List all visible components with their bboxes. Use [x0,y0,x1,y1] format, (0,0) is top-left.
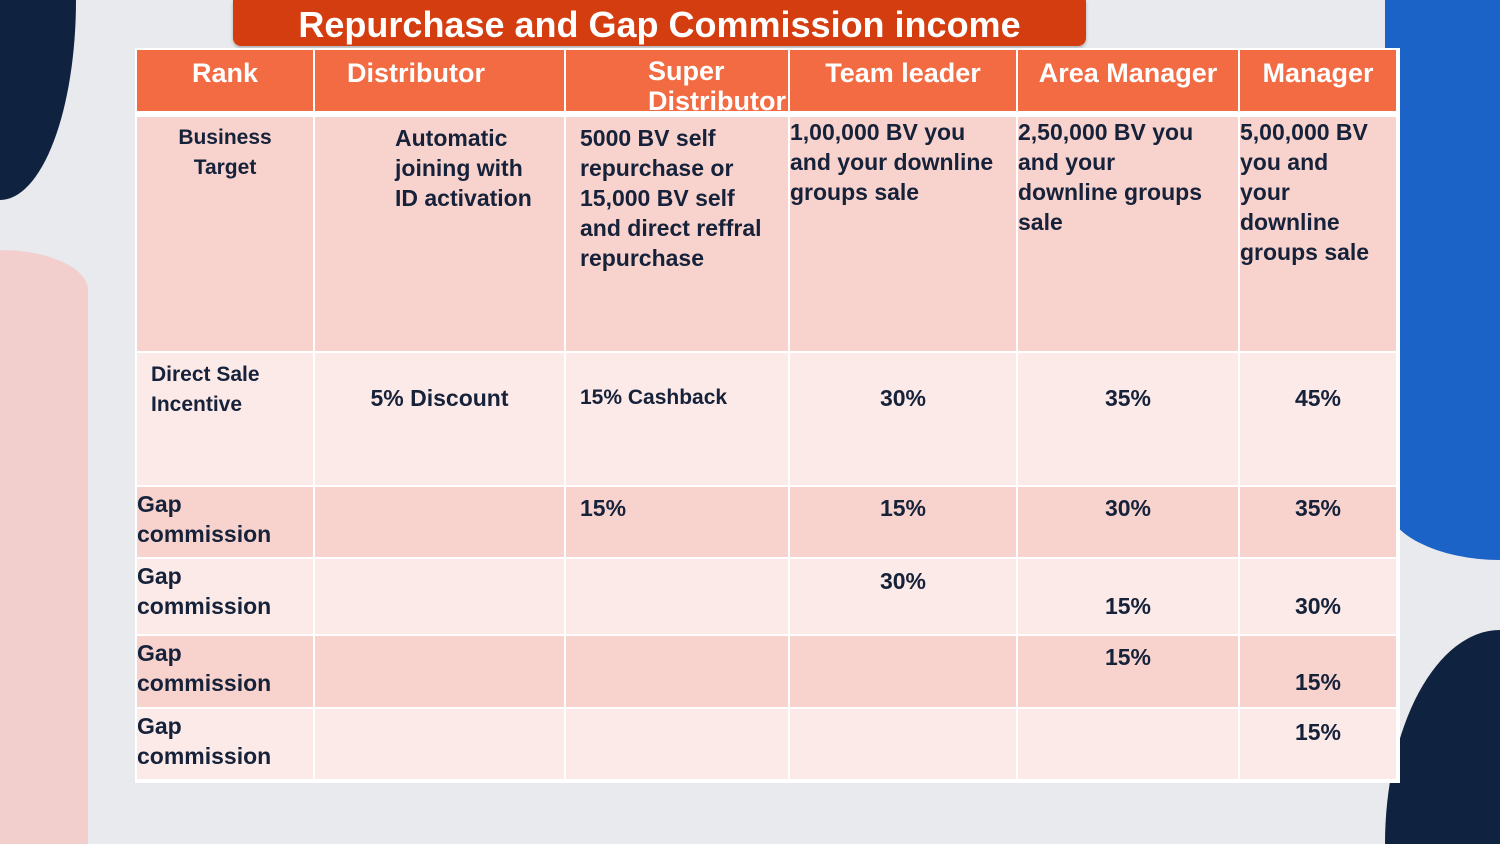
cell-distributor [315,487,564,557]
cell-team-leader: 30% [790,559,1016,634]
decorative-blue-shape [1385,0,1500,560]
cell-distributor [315,636,564,707]
decorative-navy-circle [0,0,76,200]
cell-super-distributor: 15% Cashback [566,353,788,485]
row-label: Gap commission [137,487,313,557]
cell-distributor [315,559,564,634]
cell-team-leader: 1,00,000 BV you and your downline groups… [790,117,1016,351]
cell-area-manager: 2,50,000 BV you and your downline groups… [1018,117,1238,351]
cell-distributor: 5% Discount [315,353,564,485]
row-label: Gap commission [137,559,313,634]
cell-team-leader [790,636,1016,707]
header-team-leader: Team leader [790,50,1016,111]
cell-distributor [315,709,564,779]
header-distributor: Distributor [315,50,564,111]
header-rank: Rank [137,50,313,111]
decorative-navy-circle-bottom [1385,630,1500,844]
row-label: Gap commission [137,709,313,779]
header-manager: Manager [1240,50,1396,111]
cell-team-leader [790,709,1016,779]
cell-manager: 15% [1240,636,1396,707]
cell-super-distributor [566,559,788,634]
cell-manager: 5,00,000 BV you and your downline groups… [1240,117,1396,351]
cell-super-distributor: 5000 BV self repurchase or 15,000 BV sel… [566,117,788,351]
slide-title: Repurchase and Gap Commission income [233,0,1086,46]
cell-area-manager: 15% [1018,636,1238,707]
cell-manager: 45% [1240,353,1396,485]
row-label: Gap commission [137,636,313,707]
cell-area-manager: 30% [1018,487,1238,557]
cell-area-manager [1018,709,1238,779]
cell-team-leader: 30% [790,353,1016,485]
cell-area-manager: 15% [1018,559,1238,634]
cell-super-distributor [566,709,788,779]
cell-manager: 15% [1240,709,1396,779]
cell-team-leader: 15% [790,487,1016,557]
cell-manager: 35% [1240,487,1396,557]
decorative-pink-shape [0,250,88,844]
row-label: Direct Sale Incentive [137,353,313,485]
header-area-manager: Area Manager [1018,50,1238,111]
row-label: Business Target [137,117,313,351]
cell-distributor: Automatic joining with ID activation [315,117,564,351]
cell-super-distributor: 15% [566,487,788,557]
commission-table: Rank Distributor Super Distributor Team lea… [135,48,1400,783]
cell-super-distributor [566,636,788,707]
header-super-distributor: Super Distributor [566,50,788,116]
cell-area-manager: 35% [1018,353,1238,485]
cell-manager: 30% [1240,559,1396,634]
